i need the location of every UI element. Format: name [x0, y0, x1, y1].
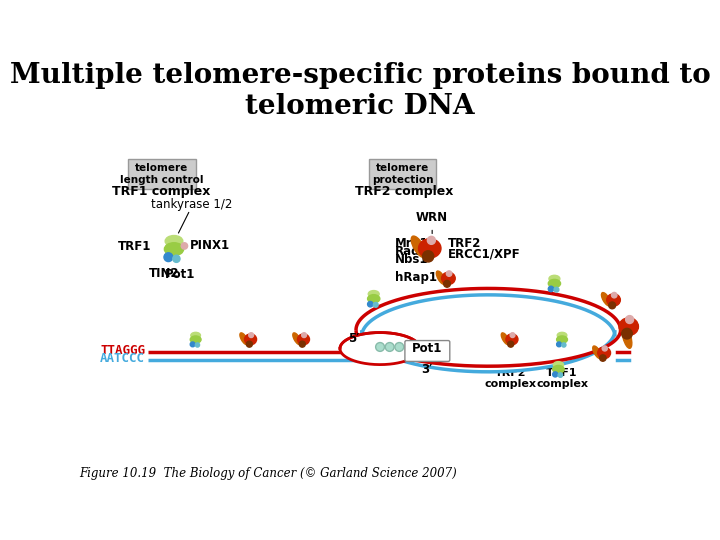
Ellipse shape	[418, 239, 441, 258]
Text: Figure 10.19  The Biology of Cancer (© Garland Science 2007): Figure 10.19 The Biology of Cancer (© Ga…	[79, 467, 457, 480]
Text: TRF2
complex: TRF2 complex	[485, 368, 536, 389]
Circle shape	[423, 251, 433, 262]
Circle shape	[626, 315, 634, 323]
Circle shape	[300, 341, 305, 347]
Ellipse shape	[164, 243, 184, 255]
Ellipse shape	[411, 236, 426, 258]
Circle shape	[246, 341, 253, 347]
Ellipse shape	[501, 333, 509, 345]
Text: TIN2: TIN2	[149, 267, 180, 280]
Ellipse shape	[190, 336, 201, 343]
Text: AATCCC: AATCCC	[100, 352, 145, 365]
Text: TRF2: TRF2	[448, 237, 482, 250]
Ellipse shape	[340, 333, 420, 364]
Circle shape	[446, 271, 452, 276]
Ellipse shape	[557, 336, 567, 343]
Text: Rad50: Rad50	[395, 245, 436, 258]
Text: Multiple telomere-specific proteins bound to
telomeric DNA: Multiple telomere-specific proteins boun…	[9, 62, 711, 120]
Circle shape	[562, 343, 566, 347]
Ellipse shape	[549, 275, 560, 282]
Circle shape	[602, 346, 608, 351]
Ellipse shape	[297, 334, 310, 345]
Circle shape	[195, 343, 199, 347]
Circle shape	[302, 333, 307, 338]
Circle shape	[553, 372, 558, 377]
Text: T-loop: T-loop	[444, 310, 485, 323]
Ellipse shape	[165, 235, 183, 247]
Circle shape	[510, 333, 515, 338]
Circle shape	[609, 302, 616, 309]
Ellipse shape	[368, 295, 380, 303]
FancyBboxPatch shape	[128, 159, 196, 189]
Ellipse shape	[436, 271, 446, 285]
FancyBboxPatch shape	[405, 341, 450, 361]
Text: WRN: WRN	[416, 211, 449, 224]
Circle shape	[368, 301, 373, 307]
Text: TRF1: TRF1	[118, 240, 151, 253]
Ellipse shape	[441, 272, 455, 285]
Text: Pot1: Pot1	[412, 342, 443, 355]
FancyBboxPatch shape	[369, 159, 436, 189]
Text: telomere
protection: telomere protection	[372, 163, 433, 185]
Text: TRF1 complex: TRF1 complex	[112, 185, 210, 198]
Ellipse shape	[368, 291, 379, 298]
Circle shape	[164, 253, 173, 261]
Ellipse shape	[356, 288, 621, 372]
Text: Mre11: Mre11	[395, 237, 436, 250]
Circle shape	[508, 341, 514, 347]
Text: TRF1
complex: TRF1 complex	[536, 368, 588, 389]
Circle shape	[376, 342, 384, 352]
Circle shape	[444, 280, 451, 287]
Ellipse shape	[293, 333, 301, 345]
Ellipse shape	[557, 332, 567, 339]
Ellipse shape	[549, 279, 561, 288]
Ellipse shape	[553, 366, 564, 373]
Text: ERCC1/XPF: ERCC1/XPF	[448, 247, 521, 260]
Text: tankyrase 1/2: tankyrase 1/2	[151, 198, 233, 211]
Ellipse shape	[622, 326, 632, 348]
Circle shape	[621, 328, 632, 339]
Circle shape	[600, 355, 606, 361]
Circle shape	[385, 342, 394, 352]
Ellipse shape	[506, 334, 518, 345]
Text: telomere
length control: telomere length control	[120, 163, 204, 185]
Circle shape	[558, 373, 562, 377]
Ellipse shape	[245, 334, 256, 345]
Circle shape	[554, 287, 559, 292]
Text: TTAGGG: TTAGGG	[100, 343, 145, 357]
Ellipse shape	[593, 346, 601, 359]
Circle shape	[248, 333, 253, 338]
Ellipse shape	[191, 332, 200, 339]
Text: PINX1: PINX1	[190, 239, 230, 252]
Text: Pot1: Pot1	[165, 268, 196, 281]
Text: hRap1: hRap1	[395, 271, 437, 284]
Circle shape	[428, 237, 436, 244]
Circle shape	[549, 286, 554, 292]
Ellipse shape	[619, 318, 639, 335]
Ellipse shape	[598, 347, 611, 359]
Circle shape	[190, 342, 195, 347]
Circle shape	[395, 342, 404, 352]
Ellipse shape	[553, 362, 564, 368]
Circle shape	[181, 243, 188, 249]
Circle shape	[374, 302, 378, 307]
Circle shape	[557, 342, 562, 347]
Ellipse shape	[601, 293, 611, 306]
Text: 3′: 3′	[421, 363, 432, 376]
Circle shape	[173, 255, 180, 262]
Ellipse shape	[240, 333, 248, 345]
Text: Nbs1: Nbs1	[395, 253, 428, 266]
Text: 5′: 5′	[348, 332, 359, 346]
Circle shape	[611, 293, 617, 298]
Ellipse shape	[607, 294, 621, 306]
Text: TRF2 complex: TRF2 complex	[355, 185, 454, 198]
